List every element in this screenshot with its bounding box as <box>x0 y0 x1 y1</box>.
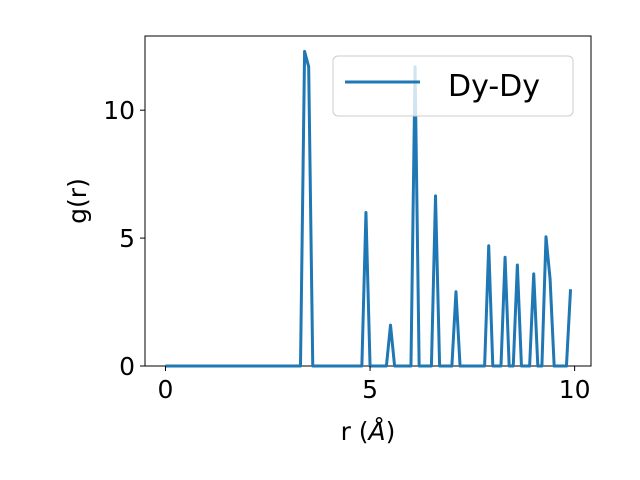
legend-box <box>332 55 574 117</box>
x-axis-label: r (Å) <box>341 417 396 446</box>
series-layer <box>165 49 573 368</box>
y-tick-label: 5 <box>119 224 135 253</box>
y-axis-label: g(r) <box>63 178 92 224</box>
x-tick-label: 0 <box>158 375 174 404</box>
y-tick-label: 0 <box>119 352 135 381</box>
y-tick-label: 10 <box>103 96 135 125</box>
x-tick-label: 5 <box>362 375 378 404</box>
x-tick-label: 10 <box>559 375 591 404</box>
series-line-dy-dy <box>165 49 573 368</box>
ticks-layer: 0 5 10 0 5 10 <box>103 96 590 404</box>
legend[interactable]: Dy-Dy <box>332 55 574 117</box>
legend-label-dy-dy: Dy-Dy <box>448 69 540 104</box>
